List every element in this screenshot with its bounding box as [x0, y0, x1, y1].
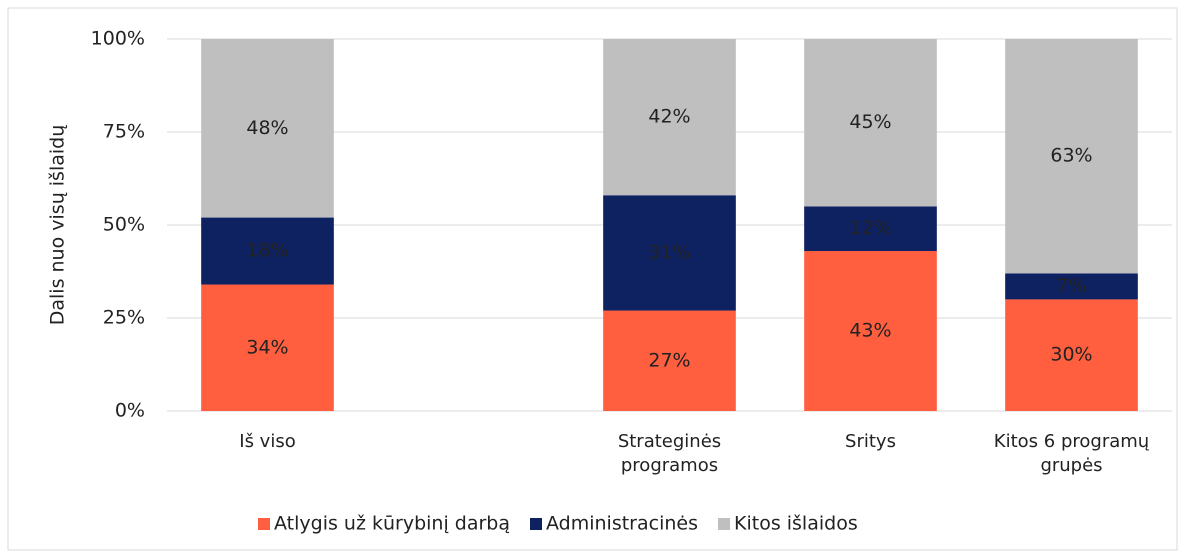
- bar-segment: [1005, 299, 1138, 411]
- data-label: 42%: [648, 106, 690, 128]
- data-label: 7%: [1056, 275, 1086, 297]
- bar-segment: [804, 39, 937, 207]
- bar-segment: [1005, 273, 1138, 300]
- bar-segment: [1005, 39, 1138, 274]
- bar-segment: [603, 39, 736, 196]
- legend-label: Atlygis už kūrybinį darbą: [274, 513, 510, 535]
- x-tick-label: Iš viso: [239, 431, 296, 452]
- legend-swatch: [530, 518, 542, 530]
- y-tick-label: 50%: [103, 214, 145, 236]
- data-label: 43%: [849, 320, 891, 342]
- data-label: 48%: [246, 117, 288, 139]
- y-tick-label: 100%: [91, 28, 145, 50]
- bar-segment: [804, 206, 937, 252]
- x-tick-label: Strateginės programos: [617, 431, 722, 476]
- data-label: 63%: [1050, 145, 1092, 167]
- bar-segment: [201, 284, 334, 411]
- bar-segment: [603, 310, 736, 411]
- y-tick-label: 25%: [103, 307, 145, 329]
- x-tick-label: Sritys: [845, 431, 896, 452]
- y-axis-label: Dalis nuo visų išlaidų: [47, 125, 69, 326]
- y-tick-label: 0%: [115, 400, 145, 422]
- data-label: 31%: [648, 241, 690, 263]
- bar-segment: [603, 195, 736, 311]
- data-label: 45%: [849, 111, 891, 133]
- x-tick-label: Kitos 6 programų grupės: [993, 431, 1150, 476]
- bar-segment: [201, 217, 334, 285]
- data-label: 30%: [1050, 344, 1092, 366]
- legend-label: Administracinės: [546, 513, 698, 535]
- data-label: 34%: [246, 336, 288, 358]
- bar-segment: [804, 251, 937, 411]
- chart-frame: [7, 7, 1178, 551]
- legend-label: Kitos išlaidos: [734, 513, 858, 535]
- data-label: 27%: [648, 349, 690, 371]
- y-tick-label: 75%: [103, 121, 145, 143]
- data-label: 18%: [246, 240, 288, 262]
- legend-swatch: [258, 518, 270, 530]
- data-label: 12%: [849, 217, 891, 239]
- bar-segment: [201, 39, 334, 218]
- legend-swatch: [718, 518, 730, 530]
